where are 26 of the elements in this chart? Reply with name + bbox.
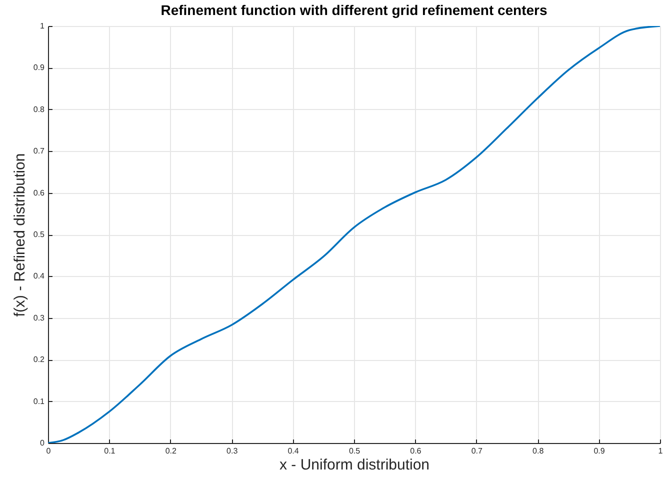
x-tick-label: 1 xyxy=(658,446,664,456)
x-tick-label: 0.1 xyxy=(104,446,116,456)
x-tick-label: 0.9 xyxy=(594,446,606,456)
chart-title: Refinement function with different grid refinement centers xyxy=(160,2,548,18)
x-tick-label: 0.8 xyxy=(532,446,544,456)
x-tick-label: 0.6 xyxy=(410,446,422,456)
y-tick-label: 0.9 xyxy=(33,63,46,72)
y-tick-label: 0.8 xyxy=(33,104,46,114)
x-tick-label: 0 xyxy=(46,446,52,456)
x-axis-title: x - Uniform distribution xyxy=(279,456,430,474)
line-series xyxy=(48,26,660,443)
y-tick-label: 0.6 xyxy=(33,188,46,198)
y-tick-label: 1 xyxy=(40,22,46,30)
y-tick-label: 0 xyxy=(40,438,46,448)
x-tick-label: 0.5 xyxy=(348,446,361,456)
x-tick-label: 0.4 xyxy=(288,446,300,456)
x-tick-label: 0.2 xyxy=(165,446,178,456)
x-tick-label: 0.7 xyxy=(471,446,484,456)
y-tick-label: 0.3 xyxy=(33,313,46,322)
y-tick-label: 0.7 xyxy=(33,146,46,156)
y-tick-label: 0.1 xyxy=(33,396,46,406)
y-tick-label: 0.4 xyxy=(33,272,46,281)
x-tick-label: 0.3 xyxy=(226,446,238,456)
y-tick-label: 0.5 xyxy=(33,230,46,239)
y-tick-label: 0.2 xyxy=(33,355,46,364)
y-axis-title: f(x) - Refined distribution xyxy=(11,153,28,317)
